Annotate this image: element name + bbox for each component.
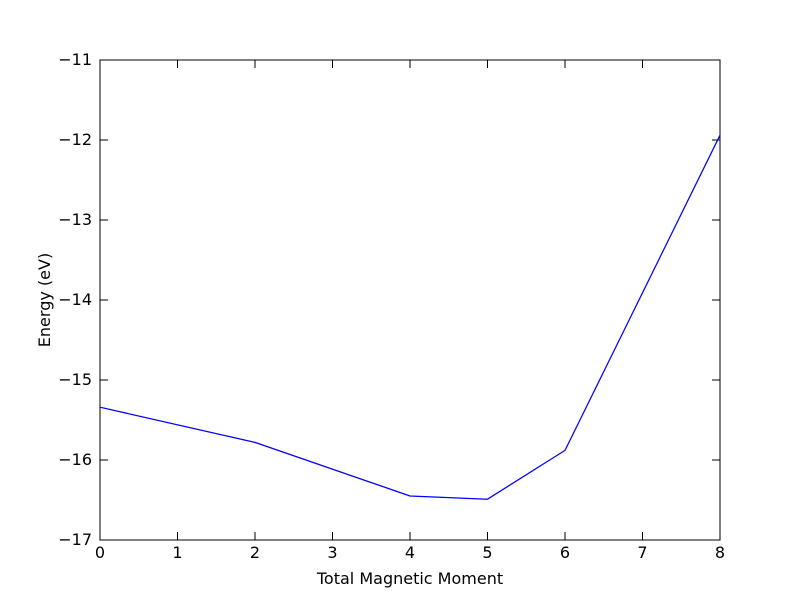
- x-tick-label: 3: [327, 543, 337, 562]
- x-tick-label: 8: [715, 543, 725, 562]
- y-axis-label: Energy (eV): [35, 253, 54, 347]
- x-tick-label: 4: [405, 543, 415, 562]
- x-tick-label: 5: [482, 543, 492, 562]
- plot-frame: [99, 59, 721, 541]
- y-tick-label: −17: [58, 530, 92, 549]
- x-tick-label: 0: [95, 543, 105, 562]
- y-tick-label: −15: [58, 370, 92, 389]
- y-tick-label: −12: [58, 130, 92, 149]
- x-tick-label: 2: [250, 543, 260, 562]
- series-layer: [99, 134, 721, 500]
- y-tick-label: −13: [58, 210, 92, 229]
- x-tick-label: 1: [172, 543, 182, 562]
- ticks-layer: 0 1 2 3 4 5 6 7 8 −17 −16 −15 −14 −13 −12 −11: [58, 50, 725, 562]
- y-tick-label: −11: [58, 50, 92, 69]
- series-line: [99, 134, 721, 500]
- labels-layer: Total Magnetic Moment Energy (eV): [35, 253, 503, 588]
- plot-area: [99, 59, 721, 541]
- y-tick-label: −14: [58, 290, 92, 309]
- x-axis-label: Total Magnetic Moment: [316, 569, 503, 588]
- x-tick-label: 6: [560, 543, 570, 562]
- y-tick-label: −16: [58, 450, 92, 469]
- x-tick-label: 7: [637, 543, 647, 562]
